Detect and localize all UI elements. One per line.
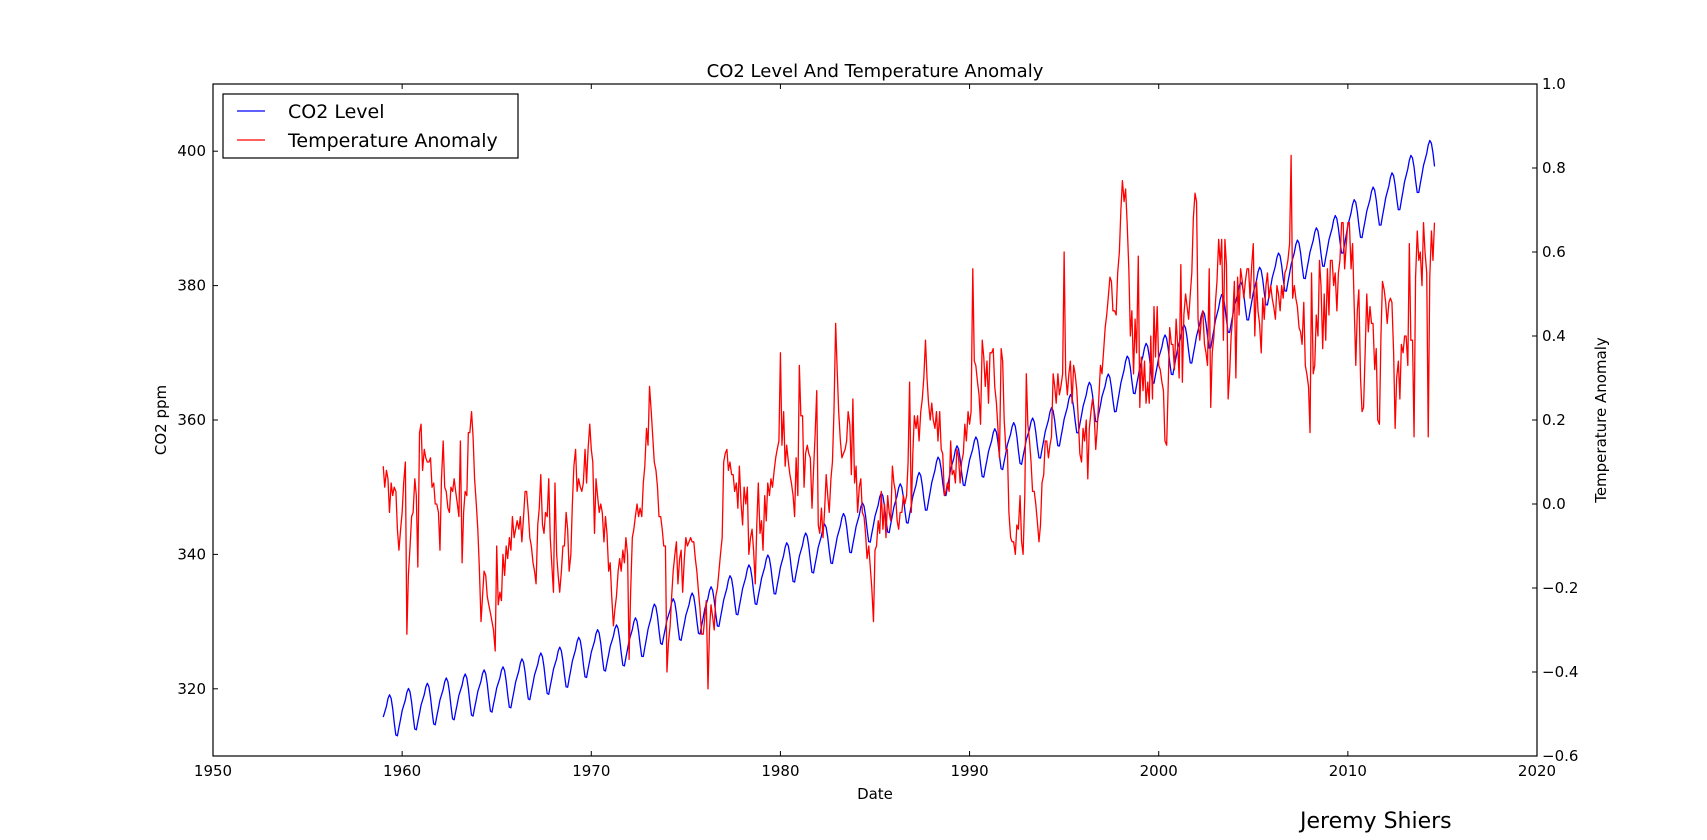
chart-title: CO2 Level And Temperature Anomaly	[707, 61, 1044, 82]
x-tick-label: 1960	[383, 762, 421, 780]
y-axis-right: −0.6 −0.4 −0.2 0.0 0.2 0.4 0.6 0.8 1.0	[1532, 75, 1578, 765]
x-tick-label: 1990	[950, 762, 988, 780]
y-axis-left: 320 340 360 380 400	[177, 142, 218, 698]
y-right-tick-label: 0.8	[1542, 159, 1566, 177]
x-tick-label: 1970	[572, 762, 610, 780]
y-tick-label: 360	[177, 411, 206, 429]
series-co2-level	[382, 139, 1436, 737]
series-temperature-anomaly	[382, 154, 1436, 690]
legend-label-co2-level: CO2 Level	[288, 101, 385, 123]
legend-box	[222, 93, 519, 159]
x-tick-label: 1950	[194, 762, 232, 780]
legend: CO2 Level Temperature Anomaly	[222, 93, 519, 159]
author-annotation: Jeremy Shiers	[1298, 809, 1452, 834]
y-tick-label: 380	[177, 277, 206, 295]
co2-level-line	[382, 139, 1436, 737]
y-right-tick-label: −0.4	[1542, 663, 1578, 681]
x-tick-label: 1980	[761, 762, 799, 780]
y-axis-right-title: Temperature Anomaly	[1592, 337, 1610, 504]
x-axis: 1950 1960 1970 1980 1990 2000 2010 2020	[194, 84, 1556, 780]
y-right-tick-label: −0.6	[1542, 747, 1578, 765]
y-right-tick-label: −0.2	[1542, 579, 1578, 597]
y-tick-label: 320	[177, 680, 206, 698]
y-tick-label: 400	[177, 142, 206, 160]
x-tick-label: 2000	[1140, 762, 1178, 780]
y-axis-left-title: CO2 ppm	[152, 385, 170, 455]
y-tick-label: 340	[177, 545, 206, 563]
y-right-tick-label: 0.2	[1542, 411, 1566, 429]
y-right-tick-label: 0.4	[1542, 327, 1566, 345]
y-right-tick-label: 0.0	[1542, 495, 1566, 513]
y-right-tick-label: 1.0	[1542, 75, 1566, 93]
x-axis-title: Date	[857, 785, 893, 803]
temperature-anomaly-line	[382, 154, 1436, 690]
x-tick-label: 2010	[1329, 762, 1367, 780]
x-tick-label: 2020	[1518, 762, 1556, 780]
y-right-tick-label: 0.6	[1542, 243, 1566, 261]
legend-label-temperature-anomaly: Temperature Anomaly	[287, 130, 498, 152]
plot-area	[382, 139, 1436, 737]
